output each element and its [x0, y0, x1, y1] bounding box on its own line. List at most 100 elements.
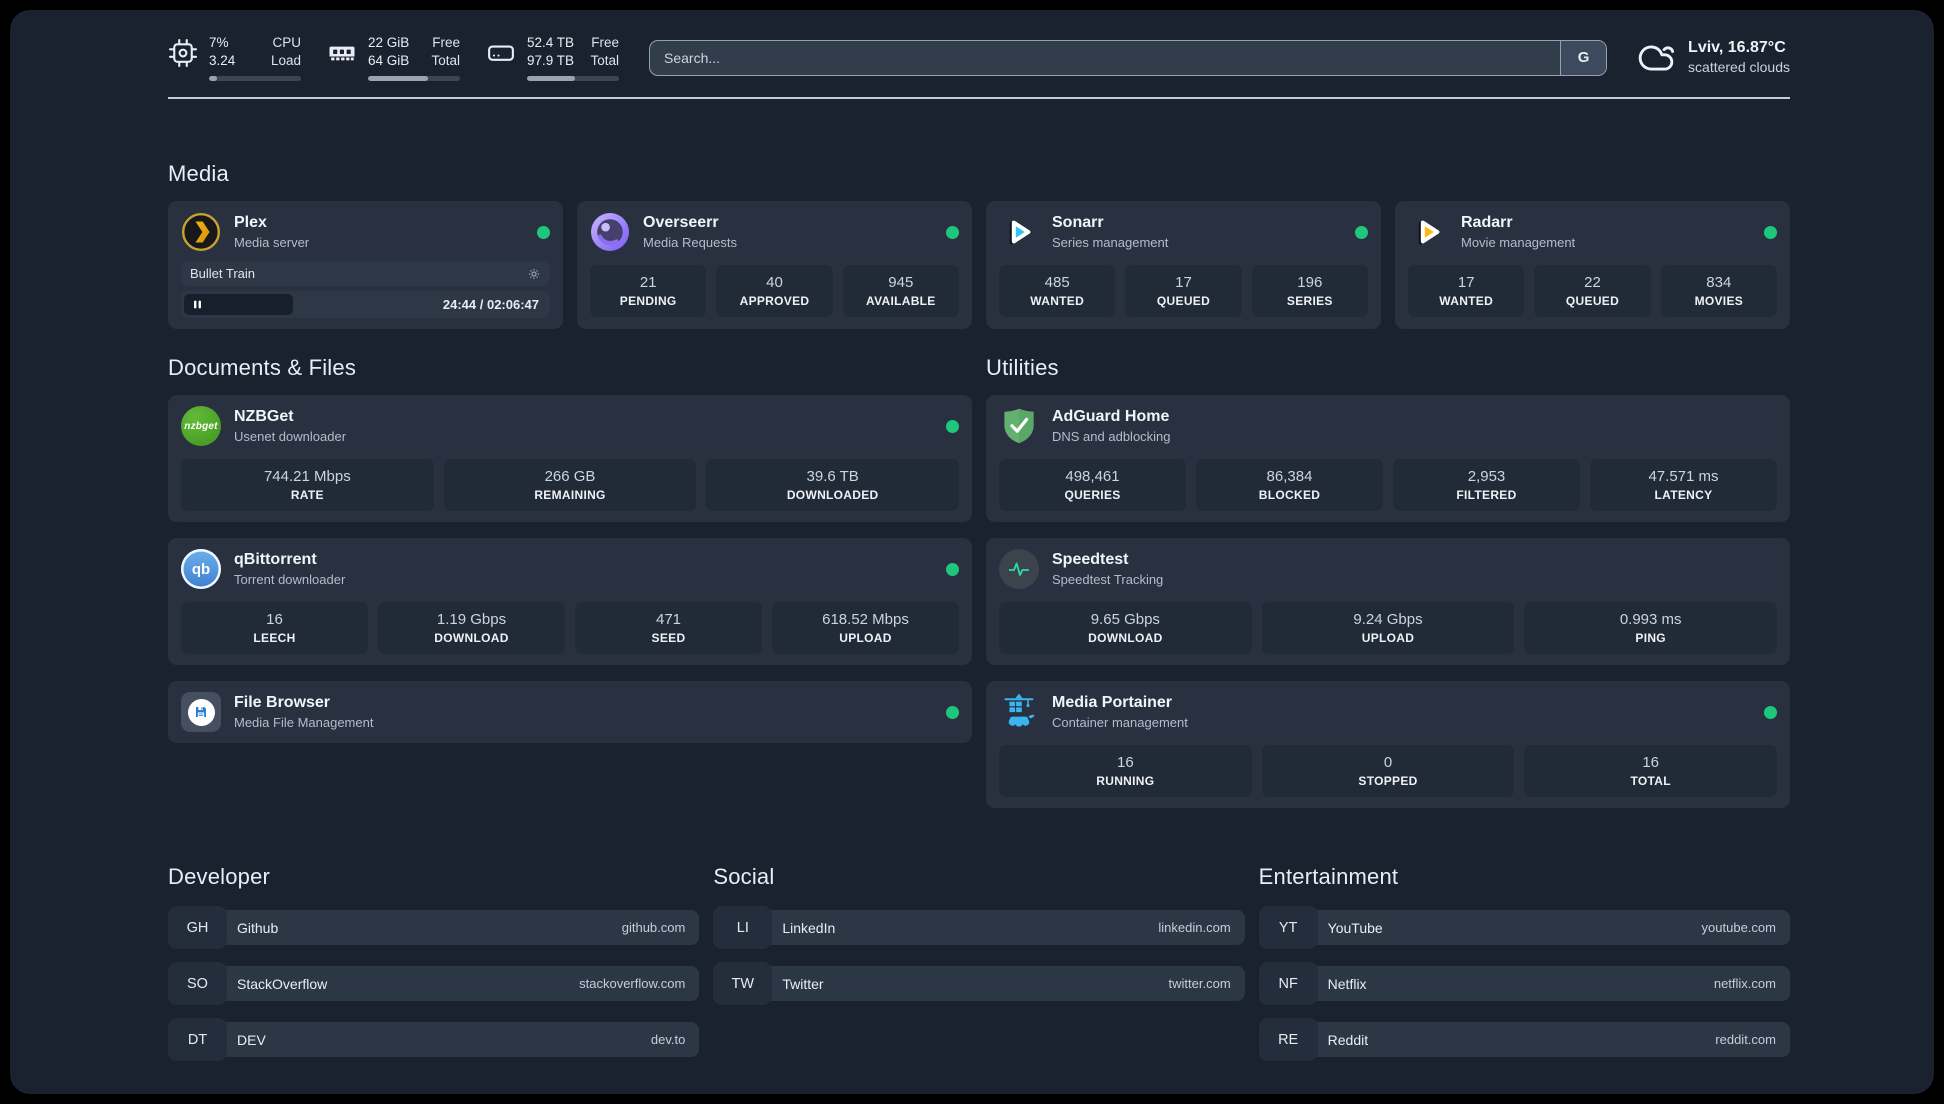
service-card-radarr[interactable]: Radarr Movie management 17 WANTED 22 QUEU… — [1395, 201, 1790, 329]
bookmark-url: stackoverflow.com — [579, 976, 686, 991]
stat-box: 2,953 FILTERED — [1393, 459, 1580, 511]
service-header: Speedtest Speedtest Tracking — [999, 549, 1777, 589]
resource-value: 22 GiB — [368, 35, 410, 50]
bookmark-url: twitter.com — [1168, 976, 1231, 991]
search-input[interactable] — [650, 40, 1561, 75]
bookmark-youtube[interactable]: YT YouTube youtube.com — [1258, 906, 1790, 949]
resource-label: Total — [431, 53, 460, 68]
bookmark-reddit[interactable]: RE Reddit reddit.com — [1258, 1018, 1790, 1061]
stat-value: 0.993 ms — [1619, 611, 1682, 628]
radarr-icon — [1408, 212, 1448, 252]
stat-value: 47.571 ms — [1648, 468, 1719, 485]
bookmark-abbreviation: GH — [168, 906, 227, 949]
bookmark-abbreviation: YT — [1258, 906, 1318, 949]
bookmark-twitter[interactable]: TW Twitter twitter.com — [713, 962, 1245, 1005]
section-title: Documents & Files — [168, 355, 357, 380]
search-engine-button[interactable]: G — [1560, 40, 1607, 75]
service-card-speedtest[interactable]: Speedtest Speedtest Tracking 9.65 Gbps DO… — [986, 538, 1790, 665]
bookmark-sections: Developer GH Github github.com SO StackO… — [168, 864, 1790, 1074]
stat-label: RUNNING — [1096, 774, 1155, 788]
status-online-dot — [1355, 225, 1368, 239]
stat-box: 196 SERIES — [1251, 265, 1368, 317]
bookmark-linkedin[interactable]: LI LinkedIn linkedin.com — [713, 906, 1245, 949]
service-card-qbittorrent[interactable]: qb qBittorrent Torrent downloader 16 LEECH… — [168, 538, 972, 665]
service-card-adguard-home[interactable]: AdGuard Home DNS and adblocking 498,461 Q… — [986, 395, 1790, 522]
bookmark-url: netflix.com — [1713, 976, 1776, 991]
service-name: Speedtest — [1052, 551, 1129, 568]
documents-cards: nzbget NZBGet Usenet downloader 744.21 Mbp… — [168, 395, 972, 743]
status-online-dot — [946, 225, 959, 239]
stat-label: UPLOAD — [839, 631, 892, 645]
bookmark-group-social: Social LI LinkedIn linkedin.com TW Twitt… — [713, 864, 1245, 1074]
stat-label: DOWNLOAD — [1088, 631, 1163, 645]
bookmark-github[interactable]: GH Github github.com — [168, 906, 700, 949]
service-stats: 16 LEECH 1.19 Gbps DOWNLOAD 471 SEED 618… — [181, 602, 959, 654]
settings-icon[interactable] — [527, 267, 541, 281]
bookmark-name: Reddit — [1327, 1031, 1369, 1048]
section-media: Media Plex Media server Bullet Train 24:4… — [168, 161, 1790, 329]
stat-value: 485 — [1044, 274, 1070, 291]
stat-box: 498,461 QUERIES — [999, 459, 1186, 511]
service-header: Radarr Movie management — [1408, 212, 1777, 252]
stat-value: 1.19 Gbps — [436, 611, 507, 628]
service-name: Radarr — [1461, 214, 1513, 231]
service-name: qBittorrent — [234, 551, 317, 568]
resource-value: 7% — [209, 35, 229, 50]
now-playing-row: Bullet Train — [181, 261, 550, 286]
bookmark-abbreviation: DT — [168, 1018, 227, 1061]
pause-button[interactable] — [184, 294, 293, 315]
bookmark-dev[interactable]: DT DEV dev.to — [168, 1018, 700, 1061]
bookmark-body: Twitter twitter.com — [768, 966, 1245, 1001]
stat-value: 16 — [1642, 754, 1660, 771]
service-card-sonarr[interactable]: Sonarr Series management 485 WANTED 17 QU… — [986, 201, 1381, 329]
bookmark-abbreviation: LI — [713, 906, 773, 949]
service-description: Usenet downloader — [234, 429, 347, 444]
stat-label: REMAINING — [534, 488, 606, 502]
service-card-overseerr[interactable]: Overseerr Media Requests 21 PENDING 40 AP… — [577, 201, 972, 329]
service-header: AdGuard Home DNS and adblocking — [999, 406, 1777, 446]
stat-label: BLOCKED — [1258, 488, 1321, 502]
stat-box: 17 WANTED — [1408, 265, 1525, 317]
adguard-icon — [999, 406, 1039, 446]
stat-box: 16 LEECH — [181, 602, 368, 654]
resource-label: Free — [432, 35, 460, 50]
stat-box: 471 SEED — [575, 602, 762, 654]
bookmark-netflix[interactable]: NF Netflix netflix.com — [1258, 962, 1790, 1005]
service-description: Torrent downloader — [234, 572, 346, 587]
stat-label: APPROVED — [739, 294, 810, 308]
section-title: Media — [168, 161, 229, 186]
bookmark-name: StackOverflow — [237, 975, 328, 992]
section-title: Developer — [168, 864, 271, 889]
resource-value: 97.9 TB — [527, 53, 575, 68]
sonarr-icon — [999, 212, 1039, 252]
service-card-plex[interactable]: Plex Media server Bullet Train 24:44 / 02… — [168, 201, 563, 329]
stat-value: 618.52 Mbps — [822, 611, 909, 628]
resource-value: 3.24 — [209, 53, 236, 68]
resource-progress-bar — [527, 76, 619, 81]
service-stats: 17 WANTED 22 QUEUED 834 MOVIES — [1408, 265, 1777, 317]
stat-value: 9.24 Gbps — [1353, 611, 1423, 628]
weather-condition: scattered clouds — [1688, 59, 1790, 75]
bookmark-name: Netflix — [1327, 975, 1367, 992]
service-card-file-browser[interactable]: File Browser Media File Management — [168, 681, 972, 743]
top-bar: 7% 3.24 CPU Load 22 GiB 64 GiB — [168, 34, 1790, 81]
portainer-icon — [999, 692, 1039, 732]
stat-value: 471 — [655, 611, 682, 628]
stat-value: 266 GB — [544, 468, 596, 485]
dashboard-content: 7% 3.24 CPU Load 22 GiB 64 GiB — [10, 10, 1934, 1074]
service-name: NZBGet — [234, 408, 294, 425]
stat-value: 16 — [1116, 754, 1134, 771]
service-name: Plex — [234, 214, 267, 231]
service-card-media-portainer[interactable]: Media Portainer Container management 16 R… — [986, 681, 1790, 808]
stat-box: 17 QUEUED — [1125, 265, 1242, 317]
service-card-nzbget[interactable]: nzbget NZBGet Usenet downloader 744.21 Mbp… — [168, 395, 972, 522]
bookmark-name: YouTube — [1327, 919, 1383, 936]
filebrowser-icon — [181, 692, 221, 732]
stat-box: 47.571 ms LATENCY — [1590, 459, 1777, 511]
stat-box: 1.19 Gbps DOWNLOAD — [378, 602, 565, 654]
stat-box: 485 WANTED — [999, 265, 1116, 317]
media-cards: Plex Media server Bullet Train 24:44 / 02… — [168, 201, 1790, 329]
stat-value: 196 — [1297, 274, 1323, 291]
bookmark-stackoverflow[interactable]: SO StackOverflow stackoverflow.com — [168, 962, 700, 1005]
stat-label: TOTAL — [1630, 774, 1671, 788]
